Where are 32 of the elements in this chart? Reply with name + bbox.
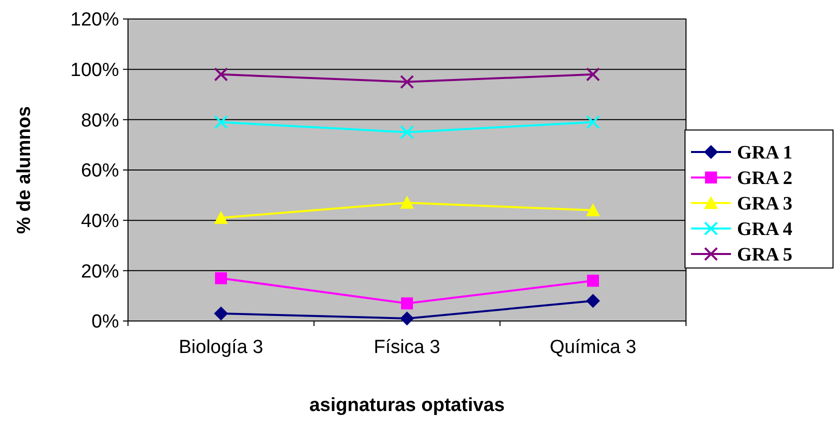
y-tick-label: 120% <box>70 10 120 31</box>
y-tick-label: 20% <box>80 261 120 282</box>
legend-label: GRA 1 <box>737 142 792 164</box>
point <box>400 74 414 89</box>
y-axis-title: % de alumnos <box>14 106 35 234</box>
legend-label: GRA 2 <box>737 168 792 190</box>
y-tick-label: 100% <box>70 60 120 81</box>
point <box>587 274 599 287</box>
legend-label: GRA 3 <box>737 194 792 215</box>
point <box>586 294 600 308</box>
y-tick-label: 0% <box>92 312 120 333</box>
point <box>215 272 227 284</box>
x-tick-label: Biología 3 <box>178 337 264 358</box>
y-tick-label: 80% <box>80 110 120 132</box>
x-tick-label: Química 3 <box>550 337 636 358</box>
point <box>400 125 414 140</box>
y-tick-label: 40% <box>80 210 120 232</box>
point <box>401 297 413 310</box>
point <box>214 210 228 224</box>
point <box>400 311 414 326</box>
point <box>214 306 228 320</box>
point <box>586 203 600 216</box>
legend-label: GRA 4 <box>737 219 793 240</box>
x-axis-title: asignaturas optativas <box>309 395 505 416</box>
point <box>400 196 414 209</box>
point <box>214 67 228 82</box>
legend-label: GRA 5 <box>737 244 792 266</box>
point <box>586 67 600 82</box>
x-tick-label: Física 3 <box>374 337 440 358</box>
y-tick-label: 60% <box>80 160 120 182</box>
point <box>586 115 600 130</box>
point <box>214 115 228 130</box>
